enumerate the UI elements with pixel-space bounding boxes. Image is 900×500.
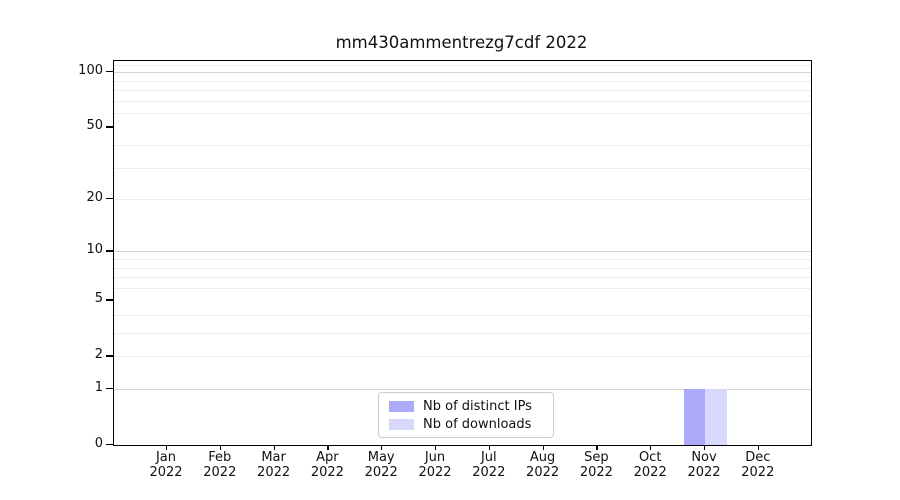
x-tick-mark — [435, 445, 437, 450]
y-tick-mark — [106, 388, 113, 390]
minor-gridline — [114, 333, 811, 334]
minor-gridline — [114, 100, 811, 102]
y-tick-mark — [106, 71, 113, 73]
major-gridline — [114, 72, 811, 74]
x-tick-label: Jan 2022 — [149, 450, 183, 480]
minor-gridline — [114, 112, 811, 114]
minor-gridline — [114, 199, 811, 201]
x-tick-mark — [596, 445, 598, 450]
legend-label: Nb of distinct IPs — [423, 398, 532, 414]
major-gridline — [114, 389, 811, 390]
y-tick-label: 50 — [86, 118, 103, 134]
x-tick-mark — [381, 445, 383, 450]
y-tick-label: 20 — [86, 190, 103, 206]
x-tick-label: Apr 2022 — [310, 450, 344, 480]
chart-title: mm430ammentrezg7cdf 2022 — [335, 33, 588, 52]
x-tick-label: Aug 2022 — [526, 450, 560, 480]
y-tick-mark — [106, 198, 113, 200]
minor-gridline — [114, 80, 811, 82]
x-tick-label: Sep 2022 — [579, 450, 613, 480]
downloads-swatch — [389, 418, 414, 430]
x-tick-mark — [166, 445, 168, 450]
plot-area — [113, 60, 812, 446]
distinct-ips-swatch — [389, 400, 414, 412]
x-tick-label: Mar 2022 — [257, 450, 291, 480]
x-tick-label: May 2022 — [364, 450, 398, 480]
x-tick-label: Nov 2022 — [687, 450, 721, 480]
minor-gridline — [114, 267, 811, 269]
x-tick-mark — [542, 445, 544, 450]
y-tick-label: 5 — [94, 291, 103, 307]
minor-gridline — [114, 167, 811, 169]
major-gridline — [114, 251, 811, 253]
minor-gridline — [114, 258, 811, 260]
bar-distinct-ips — [683, 389, 705, 445]
y-tick-mark — [106, 250, 113, 252]
x-tick-mark — [488, 445, 491, 450]
x-tick-label: Feb 2022 — [203, 450, 237, 480]
x-tick-mark — [327, 445, 329, 450]
legend: Nb of distinct IPs Nb of downloads — [378, 392, 554, 438]
y-tick-label: 100 — [78, 63, 103, 79]
y-tick-mark — [106, 126, 113, 128]
x-tick-label: Oct 2022 — [633, 450, 667, 480]
y-tick-label: 2 — [94, 347, 103, 363]
y-tick-label: 1 — [94, 380, 103, 395]
y-tick-mark — [106, 444, 113, 446]
x-tick-mark — [704, 445, 706, 450]
y-tick-mark — [106, 355, 113, 357]
minor-gridline — [114, 356, 811, 358]
legend-item-downloads: Nb of downloads — [389, 417, 553, 432]
x-tick-label: Dec 2022 — [741, 450, 775, 480]
legend-label: Nb of downloads — [423, 416, 532, 432]
y-tick-mark — [106, 299, 113, 301]
minor-gridline — [114, 145, 811, 146]
x-tick-label: Jul 2022 — [472, 450, 506, 480]
x-tick-mark — [650, 445, 652, 450]
x-tick-label: Jun 2022 — [418, 450, 452, 480]
x-tick-mark — [273, 445, 275, 450]
y-tick-label: 0 — [94, 436, 103, 451]
minor-gridline — [114, 90, 811, 91]
legend-item-distinct-ips: Nb of distinct IPs — [389, 399, 553, 414]
minor-gridline — [114, 287, 811, 289]
minor-gridline — [114, 277, 811, 279]
minor-gridline — [114, 64, 811, 66]
x-tick-mark — [219, 445, 222, 450]
y-tick-label: 10 — [86, 242, 103, 258]
minor-gridline — [114, 314, 811, 316]
bar-downloads — [705, 389, 727, 445]
x-tick-mark — [757, 445, 760, 450]
